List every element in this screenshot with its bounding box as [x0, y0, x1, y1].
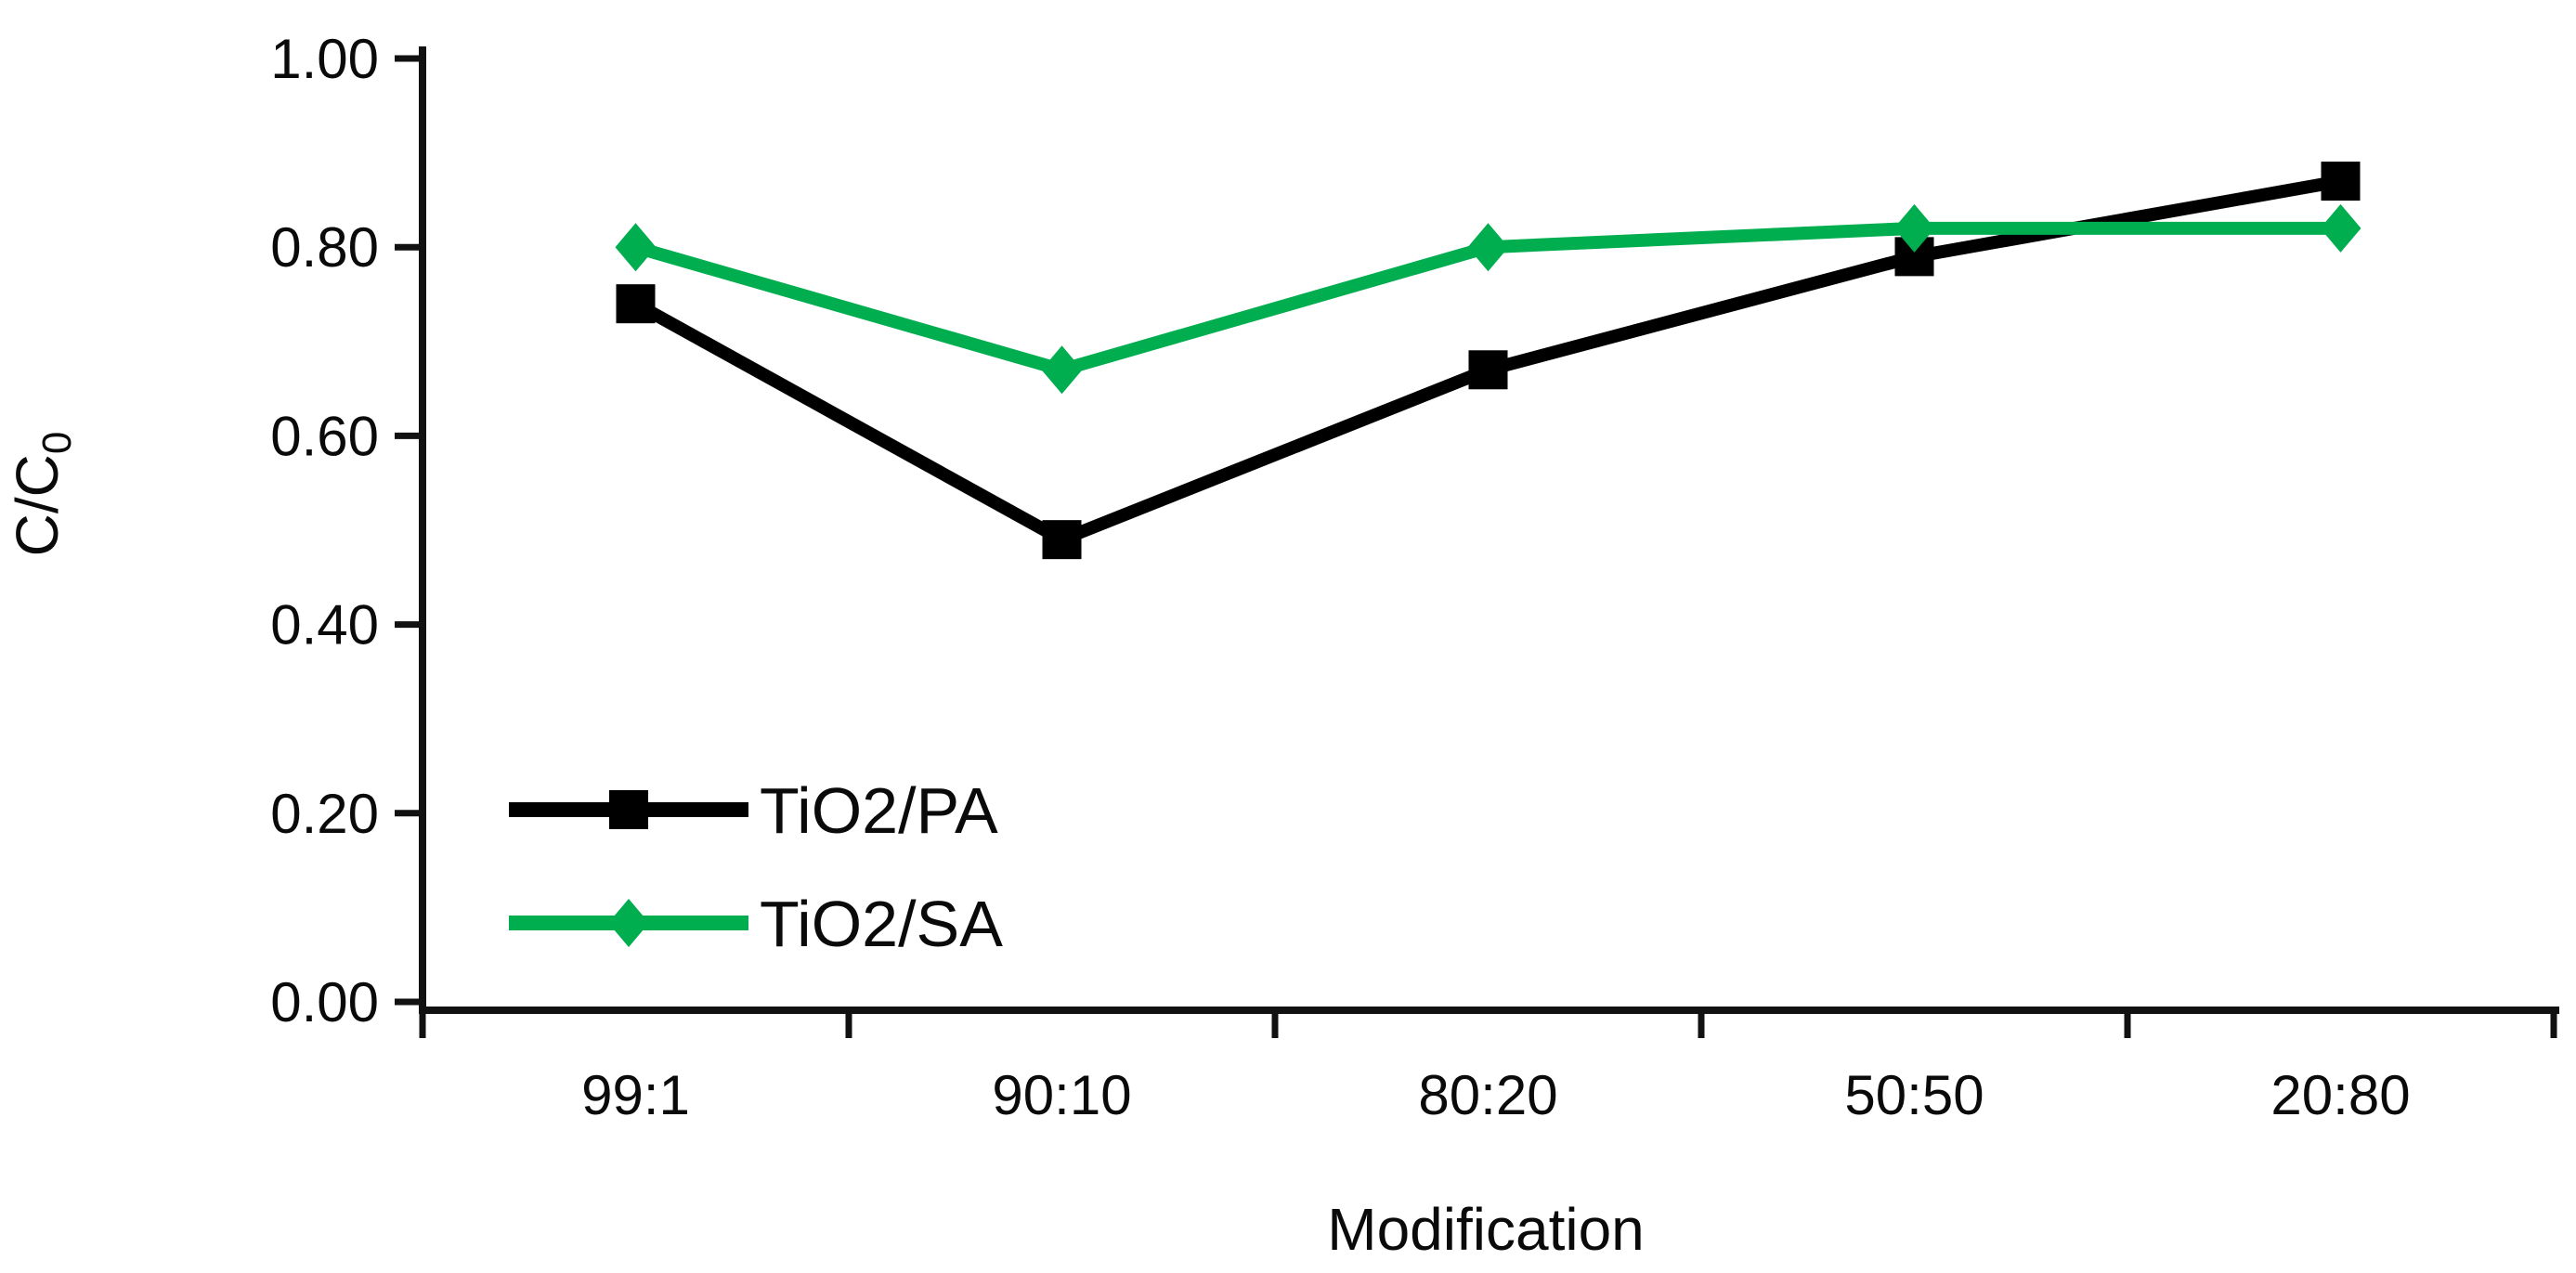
series-marker-tio2-sa	[615, 223, 657, 272]
legend-group: TiO2/PA TiO2/SA	[509, 774, 1003, 960]
y-tick-label: 0.00	[270, 971, 379, 1033]
series-marker-tio2-pa	[1468, 350, 1508, 390]
series-marker-tio2-pa	[616, 284, 656, 324]
x-category-label: 90:10	[992, 1064, 1131, 1126]
series-marker-tio2-pa	[1042, 520, 1082, 560]
x-category-label: 50:50	[1844, 1064, 1984, 1126]
y-tick-label: 1.00	[270, 28, 379, 90]
legend-item-tio2-pa: TiO2/PA	[509, 774, 998, 847]
y-tick-label: 0.80	[270, 216, 379, 279]
y-tick-label: 0.40	[270, 594, 379, 656]
y-axis-title: C/C0	[4, 432, 80, 557]
series-marker-tio2-sa	[1041, 345, 1083, 395]
series-marker-tio2-sa	[2320, 203, 2361, 253]
series-marker-tio2-pa	[2321, 162, 2361, 201]
legend-label-tio2-pa: TiO2/PA	[760, 774, 998, 847]
series-marker-tio2-sa	[1467, 223, 1509, 272]
x-axis-title: Modification	[1327, 1196, 1645, 1263]
legend-item-tio2-sa: TiO2/SA	[509, 888, 1003, 960]
legend-marker-tio2-pa-icon	[609, 790, 648, 829]
x-category-label: 99:1	[581, 1064, 690, 1126]
axes-group: 0.00 0.20 0.40 0.60 0.80 1.00 99:1 90:10 80:20 50…	[270, 28, 2559, 1126]
series-marker-tio2-sa	[1893, 203, 1935, 253]
axis-titles-group: Modification C/C0	[4, 432, 1645, 1263]
y-tick-label: 0.60	[270, 405, 379, 467]
legend-label-tio2-sa: TiO2/SA	[760, 888, 1003, 960]
y-tick-label: 0.20	[270, 783, 379, 845]
x-category-label: 80:20	[1418, 1064, 1557, 1126]
series-group	[615, 162, 2361, 560]
x-category-label: 20:80	[2270, 1064, 2410, 1126]
legend-marker-tio2-sa-icon	[608, 899, 649, 947]
